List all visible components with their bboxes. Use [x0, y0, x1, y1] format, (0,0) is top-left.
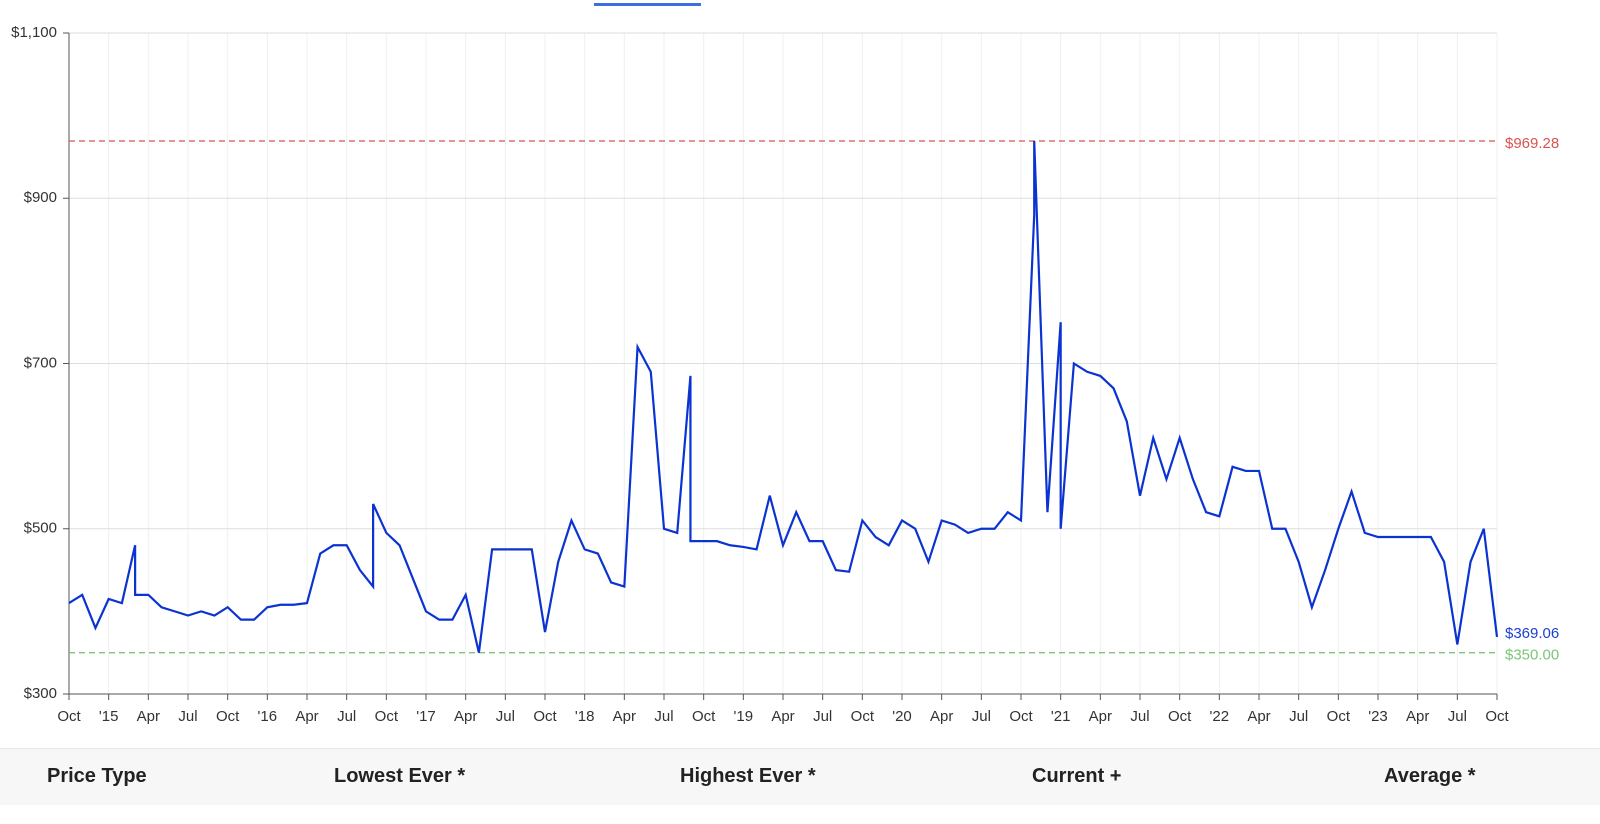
x-tick-label: Apr	[771, 708, 794, 725]
y-tick-label: $300	[24, 685, 57, 702]
x-tick-label: Oct	[692, 708, 716, 725]
price-line	[68, 140, 1499, 653]
x-tick-label: '23	[1368, 708, 1388, 725]
x-tick-label: '20	[892, 708, 912, 725]
chart: Oct '15 Apr Jul Oct '16 Apr Jul Oct '17 Apr Jul Oct '…	[11, 3, 1559, 725]
x-tick-label: Jul	[1289, 708, 1308, 725]
reference-label: $969.28	[1505, 135, 1559, 152]
current-price-label: $369.06	[1505, 625, 1559, 642]
y-tick-label: $500	[24, 520, 57, 537]
x-tick-label: '22	[1210, 708, 1230, 725]
x-tick-label: '21	[1051, 708, 1071, 725]
x-tick-label: Jul	[972, 708, 991, 725]
x-tick-label: Jul	[654, 708, 673, 725]
x-tick-label: Oct	[1327, 708, 1351, 725]
x-tick-label: Jul	[1448, 708, 1467, 725]
x-tick-label: Oct	[216, 708, 240, 725]
x-tick-label: Apr	[613, 708, 636, 725]
x-tick-label: Apr	[930, 708, 953, 725]
x-tick-label: Jul	[1130, 708, 1149, 725]
x-tick-label: '16	[258, 708, 278, 725]
x-tick-label: Oct	[533, 708, 557, 725]
header-cell: Lowest Ever *	[334, 765, 466, 787]
x-tick-label: '15	[99, 708, 119, 725]
x-tick-label: Oct	[1168, 708, 1192, 725]
header-cell: Average *	[1384, 765, 1476, 787]
x-tick-label: Oct	[57, 708, 81, 725]
header-cell: Current +	[1032, 765, 1122, 787]
x-tick-label: Oct	[1009, 708, 1033, 725]
table-header: Price Type Lowest Ever * Highest Ever * …	[0, 748, 1600, 805]
header-cell: Price Type	[47, 765, 147, 787]
x-tick-label: Oct	[375, 708, 399, 725]
x-tick-label: '19	[734, 708, 754, 725]
x-tick-label: Apr	[137, 708, 160, 725]
x-tick-label: Jul	[178, 708, 197, 725]
active-tab-indicator	[594, 3, 701, 6]
x-tick-label: '17	[416, 708, 436, 725]
header-cell: Highest Ever *	[680, 765, 816, 787]
x-tick-label: Jul	[813, 708, 832, 725]
x-tick-label: Apr	[1406, 708, 1429, 725]
x-tick-label: Apr	[454, 708, 477, 725]
x-tick-label: Oct	[1485, 708, 1509, 725]
x-tick-label: Apr	[1247, 708, 1270, 725]
x-tick-label: '18	[575, 708, 595, 725]
reference-label: $350.00	[1505, 647, 1559, 664]
x-tick-label: Jul	[337, 708, 356, 725]
y-tick-label: $1,100	[11, 24, 57, 41]
y-tick-label: $700	[24, 354, 57, 371]
x-tick-label: Oct	[851, 708, 875, 725]
y-tick-label: $900	[24, 189, 57, 206]
x-tick-label: Apr	[295, 708, 318, 725]
x-tick-label: Apr	[1089, 708, 1112, 725]
x-tick-label: Jul	[496, 708, 515, 725]
